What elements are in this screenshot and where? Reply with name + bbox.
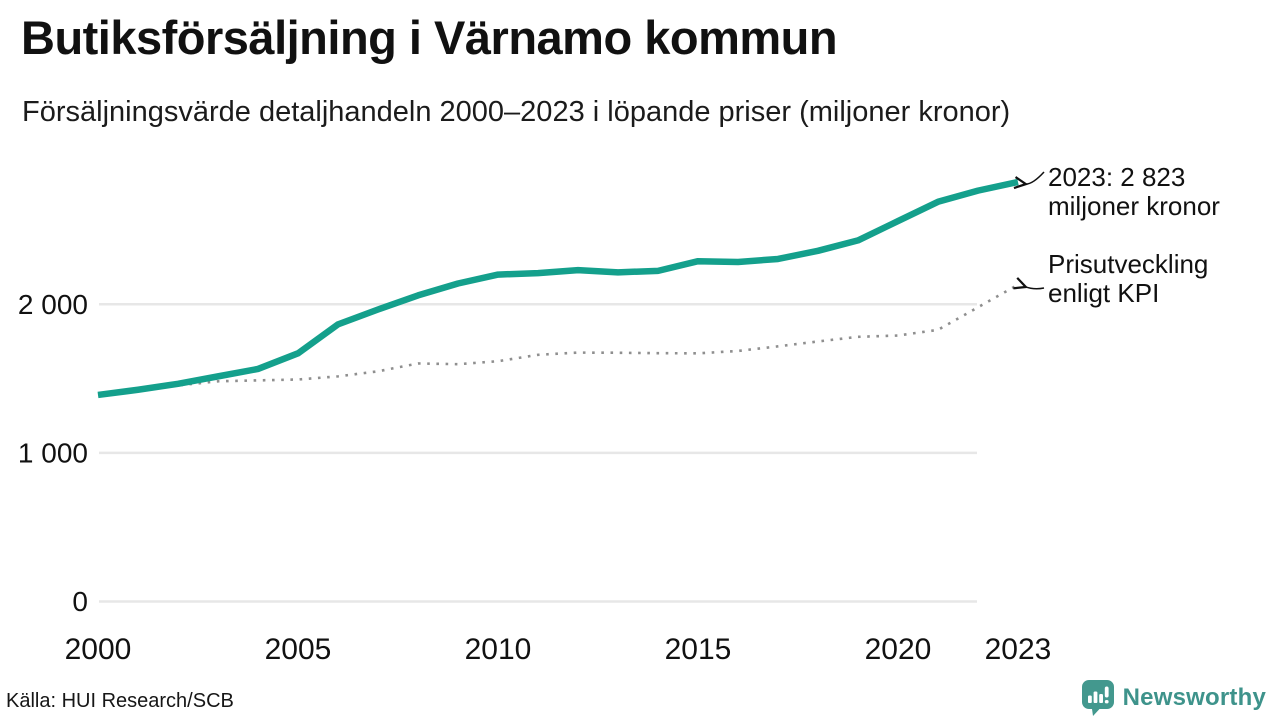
annotation-arrows — [1025, 171, 1045, 290]
kpi-annotation: Prisutveckling enligt KPI — [1048, 250, 1208, 308]
newsworthy-wordmark: Newsworthy — [1122, 684, 1266, 711]
x-tick-label: 2015 — [665, 633, 732, 666]
x-tick-label: 2020 — [865, 633, 932, 666]
series-lines — [97, 178, 1019, 399]
axis-labels: 0 1 000 2 000 2000 2005 2010 2015 2020 2023 — [18, 289, 1051, 666]
source-note: Källa: HUI Research/SCB — [6, 690, 234, 712]
kpi-annotation-line2: enligt KPI — [1048, 278, 1160, 308]
x-tick-label: 2023 — [985, 633, 1052, 666]
kpi-series-line — [97, 283, 1019, 397]
y-tick-label: 1 000 — [18, 437, 88, 468]
latest-value-line1: 2023: 2 823 — [1048, 162, 1186, 192]
x-tick-label: 2005 — [265, 633, 332, 666]
kpi-annotation-line1: Prisutveckling — [1048, 249, 1209, 279]
latest-value-line2: miljoner kronor — [1048, 191, 1220, 221]
page-title: Butiksförsäljning i Värnamo kommun — [21, 11, 838, 64]
newsworthy-chart-bubble-icon — [1081, 679, 1115, 722]
kpi-annotation-arrow — [1025, 287, 1045, 290]
x-tick-label: 2010 — [465, 633, 532, 666]
y-tick-label: 2 000 — [18, 289, 88, 320]
x-tick-label: 2000 — [65, 633, 132, 666]
current-prices-series-line — [97, 178, 1019, 399]
gridlines — [99, 303, 977, 603]
latest-value-annotation: 2023: 2 823 miljoner kronor — [1048, 163, 1220, 221]
latest-value-arrow — [1025, 171, 1045, 184]
chart-subtitle: Försäljningsvärde detaljhandeln 2000–202… — [22, 96, 1011, 128]
y-tick-label: 0 — [72, 586, 88, 617]
newsworthy-logo: Newsworthy — [1081, 679, 1266, 722]
